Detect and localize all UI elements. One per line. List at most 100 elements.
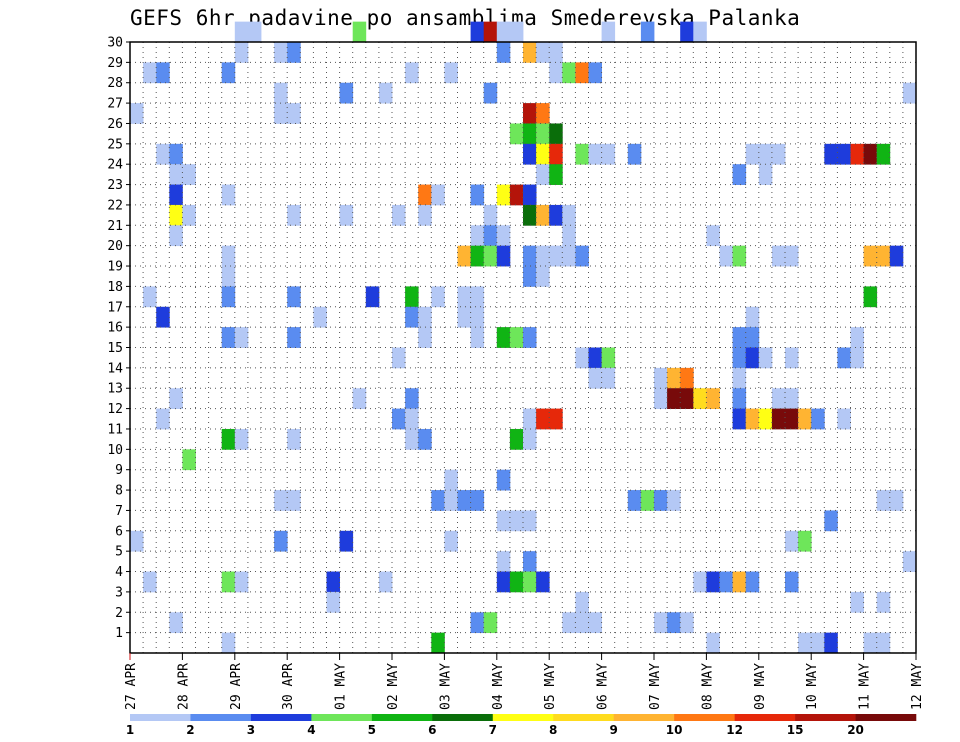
heatmap-cell <box>392 204 406 226</box>
heatmap-cell <box>562 612 576 634</box>
y-tick-label: 18 <box>107 280 123 295</box>
heatmap-cell <box>771 388 786 409</box>
heatmap-cell <box>654 490 668 511</box>
heatmap-cell <box>182 164 196 185</box>
x-tick-label: 03 MAY <box>438 663 453 710</box>
heatmap-cell <box>562 225 576 247</box>
heatmap-cell <box>850 591 864 613</box>
heatmap-cell <box>470 21 485 43</box>
heatmap-cell <box>758 347 773 369</box>
legend-swatch <box>734 714 796 721</box>
y-tick-label: 24 <box>107 158 123 173</box>
heatmap-cell <box>470 245 485 267</box>
heatmap-cell <box>405 388 419 409</box>
legend-label: 2 <box>186 723 194 737</box>
heatmap-cell <box>523 245 537 267</box>
heatmap-cell <box>798 530 812 552</box>
heatmap-cell <box>247 21 262 43</box>
heatmap-cell <box>889 245 904 267</box>
heatmap-cell <box>418 428 432 450</box>
heatmap-cell <box>418 306 432 328</box>
heatmap-cell <box>758 143 773 165</box>
y-tick-label: 14 <box>107 361 123 376</box>
heatmap-cell <box>549 42 563 63</box>
heatmap-cell <box>601 367 616 389</box>
heatmap-cell <box>274 490 288 511</box>
heatmap-cell <box>221 327 236 348</box>
y-tick-label: 3 <box>115 585 123 600</box>
heatmap-cell <box>627 490 642 511</box>
heatmap-cell <box>523 266 537 287</box>
heatmap-cell <box>221 286 236 308</box>
heatmap-cell <box>745 408 760 430</box>
heatmap-cell <box>221 428 236 450</box>
heatmap-cell <box>575 143 589 165</box>
heatmap-cell <box>234 21 249 43</box>
heatmap-cell <box>509 123 524 145</box>
legend-swatch <box>371 714 433 721</box>
heatmap-cell <box>588 612 602 634</box>
y-tick-label: 28 <box>107 76 123 91</box>
heatmap-cell <box>601 143 616 165</box>
y-tick-label: 15 <box>107 341 123 356</box>
x-tick-label: 04 MAY <box>491 663 506 710</box>
heatmap-cell <box>680 367 694 389</box>
heatmap-cell <box>444 490 458 511</box>
heatmap-cell <box>221 245 236 267</box>
heatmap-cell <box>169 225 183 247</box>
heatmap-cell <box>811 408 825 430</box>
heatmap-cell <box>902 551 917 572</box>
heatmap-cell <box>287 42 301 63</box>
heatmap-cell <box>234 42 249 63</box>
heatmap-cell <box>182 204 196 226</box>
heatmap-cell <box>575 612 589 634</box>
heatmap-cell <box>287 428 301 450</box>
heatmap-cell <box>693 388 707 409</box>
heatmap-cell <box>457 490 471 511</box>
heatmap-cell <box>706 571 720 593</box>
heatmap-cell <box>496 225 511 247</box>
heatmap-cell <box>378 571 393 593</box>
heatmap-cell <box>483 21 498 43</box>
heatmap-cell <box>771 245 786 267</box>
heatmap-cell <box>575 591 589 613</box>
heatmap-cell <box>234 571 249 593</box>
heatmap-cell <box>824 632 838 654</box>
heatmap-cell <box>496 571 511 593</box>
heatmap-cell <box>326 571 340 593</box>
heatmap-cell <box>654 388 668 409</box>
heatmap-cell <box>863 286 878 308</box>
heatmap-cell <box>680 388 694 409</box>
heatmap-cell <box>536 571 550 593</box>
y-tick-label: 27 <box>107 97 123 112</box>
heatmap-cell <box>706 225 720 247</box>
heatmap-cell <box>536 245 550 267</box>
heatmap-cell <box>536 42 550 63</box>
heatmap-cell <box>496 327 511 348</box>
heatmap-cell <box>287 204 301 226</box>
heatmap-cell <box>876 245 891 267</box>
heatmap-cell <box>732 571 747 593</box>
heatmap-cell <box>405 408 419 430</box>
heatmap-cell <box>496 551 511 572</box>
legend-label: 4 <box>307 723 315 737</box>
heatmap-cell <box>234 428 249 450</box>
heatmap-cell <box>876 632 891 654</box>
heatmap-cell <box>758 408 773 430</box>
heatmap-cell <box>169 143 183 165</box>
heatmap-cell <box>837 347 851 369</box>
legend-swatch <box>613 714 675 721</box>
heatmap-cell <box>876 490 891 511</box>
heatmap-cell <box>470 327 485 348</box>
legend-label: 15 <box>787 723 804 737</box>
heatmap-cell <box>431 286 445 308</box>
y-tick-label: 19 <box>107 260 123 275</box>
heatmap-cell <box>509 428 524 450</box>
heatmap-cell <box>483 82 498 104</box>
heatmap-cell <box>143 571 157 593</box>
y-tick-label: 10 <box>107 443 123 458</box>
heatmap-cell <box>444 469 458 491</box>
legend-label: 6 <box>428 723 436 737</box>
y-tick-label: 26 <box>107 117 123 132</box>
